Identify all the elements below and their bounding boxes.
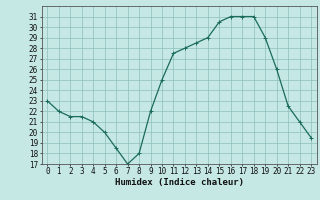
X-axis label: Humidex (Indice chaleur): Humidex (Indice chaleur) [115,178,244,187]
